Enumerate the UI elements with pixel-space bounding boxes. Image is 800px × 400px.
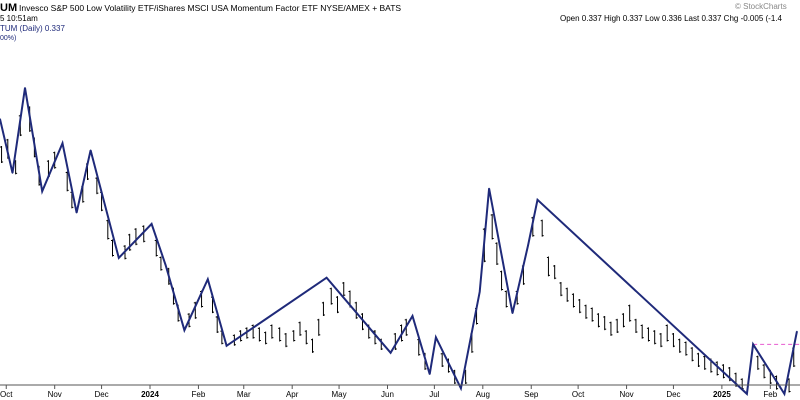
zigzag-point — [783, 393, 786, 395]
x-tick-label: Oct — [0, 390, 13, 399]
time-fragment: 5 10:51am — [0, 14, 38, 23]
x-tick-label: 2025 — [713, 390, 731, 399]
zigzag-point — [527, 244, 529, 246]
zigzag-point — [478, 291, 481, 293]
zigzag-point — [460, 387, 462, 390]
x-tick-label: Dec — [666, 390, 680, 399]
zigzag-point — [225, 344, 228, 347]
x-tick-label: 2024 — [141, 390, 159, 399]
zigzag-point — [24, 87, 26, 89]
x-tick-label: Mar — [237, 390, 251, 399]
chart-title: Invesco S&P 500 Low Volatility ETF/iShar… — [19, 3, 401, 13]
zigzag-point — [89, 149, 92, 152]
zigzag-point — [389, 352, 392, 354]
x-tick-label: Oct — [572, 390, 585, 399]
zigzag-point — [536, 199, 539, 201]
x-tick-label: Aug — [476, 390, 490, 399]
zigzag-point — [150, 223, 153, 225]
symbol-fragment: UM — [0, 2, 17, 14]
series-label: TUM (Daily) 0.337 — [0, 24, 65, 33]
zigzag-point — [11, 172, 14, 174]
zigzag-point — [411, 315, 414, 317]
zigzag-point — [435, 336, 437, 339]
x-tick-label: Feb — [763, 390, 777, 399]
zigzag-layer — [0, 87, 798, 397]
zigzag-point — [796, 330, 798, 333]
zigzag-point — [207, 278, 209, 280]
quote-line: Open 0.337 High 0.337 Low 0.336 Last 0.3… — [560, 14, 782, 23]
zigzag-point — [428, 373, 431, 375]
zigzag-point — [61, 142, 64, 144]
zigzag-point — [164, 264, 167, 266]
zigzag-point — [488, 187, 490, 190]
x-tick-label: Jul — [429, 390, 439, 399]
zigzag-point — [117, 257, 120, 259]
x-tick-label: Dec — [94, 390, 108, 399]
x-axis-ticks: Oct Nov Dec 2024 Feb Mar Apr May Jun Jul Aug Sep Oct… — [0, 385, 778, 399]
x-tick-label: Jun — [381, 390, 394, 399]
x-tick-label: Sep — [524, 390, 539, 399]
zigzag-point — [183, 329, 186, 331]
x-tick-label: May — [332, 390, 347, 399]
zigzag-line — [0, 87, 798, 397]
x-tick-label: Feb — [192, 390, 206, 399]
zigzag-point — [511, 312, 514, 314]
x-tick-label: Nov — [48, 390, 62, 399]
scale-fragment: 00%) — [0, 35, 16, 42]
x-tick-label: Nov — [619, 390, 633, 399]
watermark: © StockCharts — [735, 2, 787, 11]
zigzag-point — [75, 211, 78, 214]
zigzag-point — [0, 118, 1, 120]
x-tick-label: Apr — [286, 390, 299, 399]
zigzag-point — [41, 190, 43, 193]
zigzag-point — [325, 276, 328, 279]
zigzag-point — [746, 393, 748, 395]
zigzag-point — [752, 343, 754, 346]
